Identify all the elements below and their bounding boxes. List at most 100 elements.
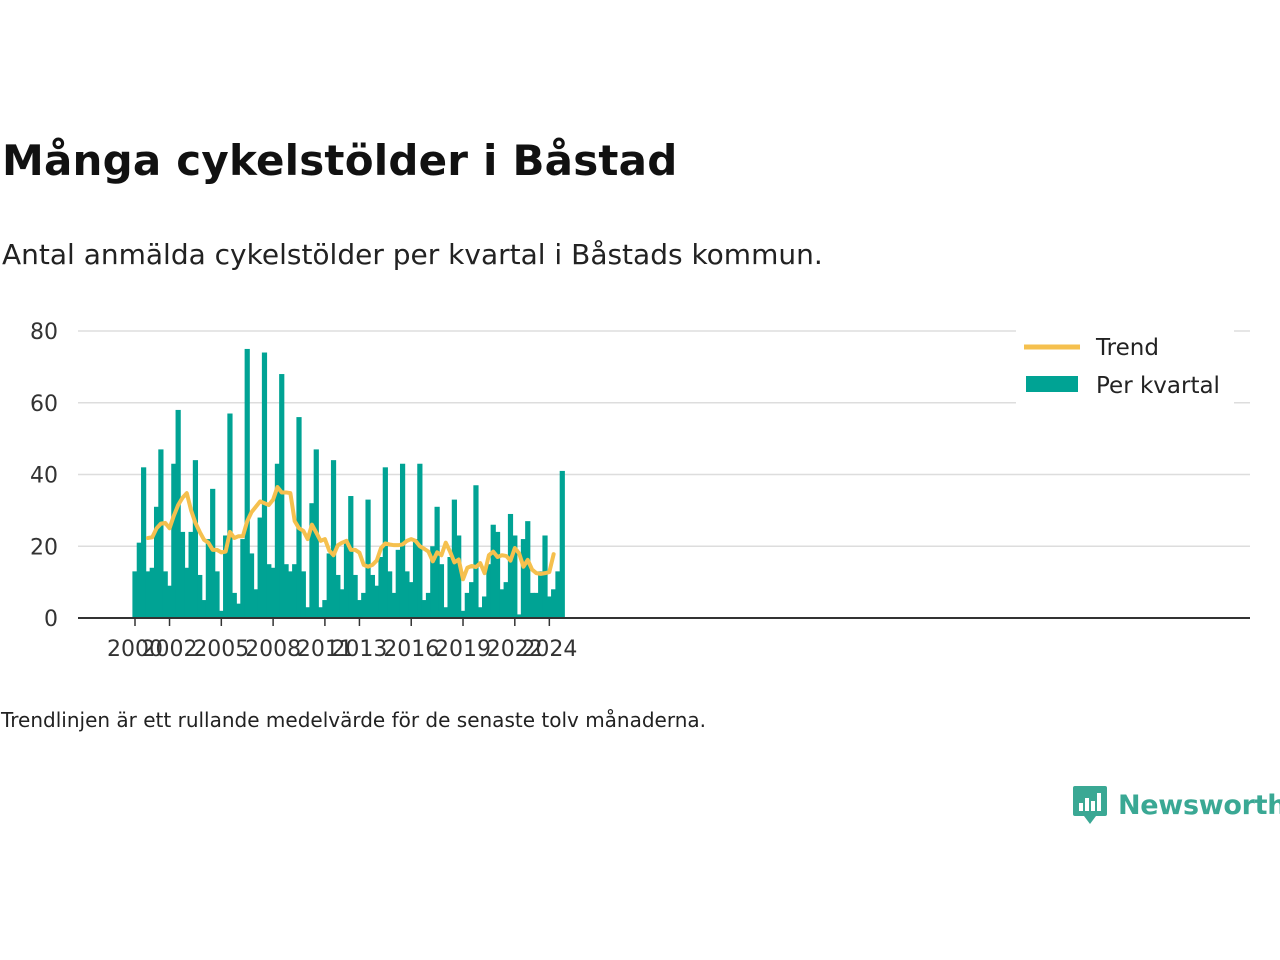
bar-2018-Q4 [456, 535, 462, 618]
x-tick-label-2002: 2002 [142, 637, 198, 662]
bar-2018-Q1 [443, 607, 449, 618]
bar-2002-Q4 [179, 531, 186, 618]
bar-2002-Q2 [171, 463, 177, 618]
bar-2023-Q2 [533, 592, 539, 618]
bar-2003-Q1 [184, 567, 190, 618]
bar-2020-Q2 [482, 596, 488, 618]
bar-2014-Q4 [387, 571, 393, 618]
brand-logo: Newsworthy [1072, 784, 1280, 826]
bar-line-chart: 0 20 40 60 80 2000200220052008201120132016201… [30, 320, 1250, 662]
bar-2022-Q1 [512, 535, 518, 618]
bar-2005-Q2 [223, 535, 229, 618]
bar-2007-Q1 [253, 589, 259, 618]
bar-2009-Q4 [300, 571, 306, 618]
bar-2007-Q2 [257, 517, 263, 618]
bar-2022-Q4 [525, 521, 531, 618]
bar-2001-Q4 [162, 571, 168, 618]
bar-2010-Q1 [305, 607, 311, 618]
bar-2013-Q2 [361, 592, 367, 618]
bar-2000-Q1 [132, 571, 138, 618]
bar-2017-Q2 [430, 546, 436, 618]
bar-2021-Q4 [507, 513, 514, 618]
bar-2006-Q1 [235, 603, 242, 618]
bar-2008-Q3 [279, 374, 285, 618]
bar-2021-Q2 [499, 589, 505, 618]
bar-2006-Q2 [240, 539, 246, 618]
line-series-trend [145, 485, 556, 582]
bar-2017-Q3 [434, 506, 440, 618]
bar-2008-Q2 [274, 463, 281, 618]
bar-series-per-kvartal [132, 348, 565, 619]
bar-2022-Q3 [520, 539, 527, 618]
bar-2012-Q2 [343, 542, 350, 618]
chart-subtitle: Antal anmälda cykelstölder per kvartal i… [2, 238, 823, 271]
bar-2015-Q2 [395, 549, 401, 618]
newsworthy-logo-icon [1073, 786, 1107, 824]
bar-2001-Q1 [149, 567, 155, 618]
bar-2013-Q3 [365, 499, 371, 618]
bar-2020-Q4 [490, 524, 496, 618]
bar-2004-Q2 [205, 539, 211, 618]
bar-2001-Q2 [153, 506, 160, 618]
trend-line [145, 485, 556, 582]
legend-swatch-per-kvartal [1026, 376, 1078, 392]
bar-2012-Q3 [348, 496, 354, 618]
footnote: Trendlinjen är ett rullande medelvärde f… [1, 708, 707, 732]
bar-2012-Q4 [352, 574, 358, 618]
legend: Trend Per kvartal [1016, 326, 1234, 404]
bar-2001-Q3 [158, 449, 164, 618]
bar-2005-Q4 [231, 592, 237, 618]
bar-2003-Q2 [188, 531, 194, 618]
bar-2000-Q3 [141, 467, 147, 618]
bar-2019-Q2 [464, 592, 470, 618]
chart-title: Många cykelstölder i Båstad [2, 136, 678, 185]
bar-2003-Q4 [197, 574, 203, 618]
x-tick-label-2024: 2024 [521, 637, 577, 662]
bar-2016-Q4 [421, 600, 427, 618]
y-tick-label-20: 20 [30, 535, 58, 560]
bar-2011-Q3 [330, 460, 337, 618]
bar-2016-Q1 [408, 582, 414, 619]
bar-2009-Q1 [287, 571, 293, 618]
x-tick-label-2013: 2013 [331, 637, 387, 662]
x-tick-label-2000: 2000 [107, 637, 163, 662]
bar-2016-Q3 [417, 463, 423, 618]
bar-2004-Q3 [210, 488, 216, 618]
bar-2018-Q2 [447, 557, 453, 618]
y-tick-label-60: 60 [30, 392, 58, 417]
bar-2009-Q3 [296, 417, 302, 618]
bar-2006-Q3 [244, 348, 250, 618]
bar-2019-Q1 [460, 610, 466, 618]
bar-2010-Q2 [309, 503, 315, 618]
bar-2011-Q1 [322, 600, 328, 618]
bar-2019-Q3 [469, 582, 475, 619]
bar-2000-Q2 [136, 542, 142, 618]
bar-2005-Q1 [218, 610, 224, 618]
bar-2019-Q4 [473, 485, 479, 618]
bar-2003-Q3 [192, 460, 199, 618]
bar-2024-Q1 [546, 596, 552, 618]
bar-2005-Q3 [227, 413, 233, 618]
bar-2020-Q3 [486, 564, 492, 618]
brand-name: Newsworthy [1118, 789, 1280, 821]
axes: 0 20 40 60 80 2000200220052008201120132016201… [30, 320, 1250, 662]
bar-2017-Q1 [425, 592, 432, 618]
bar-2011-Q2 [326, 553, 332, 618]
bar-2015-Q1 [391, 592, 397, 618]
bar-2008-Q1 [270, 567, 276, 618]
bar-2023-Q3 [538, 571, 544, 618]
bar-2013-Q1 [356, 600, 363, 618]
y-tick-label-0: 0 [44, 607, 58, 632]
x-tick-label-2005: 2005 [193, 637, 249, 662]
bar-2024-Q3 [555, 571, 561, 618]
x-tick-label-2016: 2016 [383, 637, 439, 662]
y-tick-label-40: 40 [30, 464, 58, 489]
bar-2022-Q2 [516, 614, 522, 618]
bar-2004-Q4 [214, 571, 220, 618]
bar-2000-Q4 [145, 571, 151, 618]
bar-2004-Q1 [201, 600, 207, 618]
bar-2009-Q2 [292, 564, 298, 618]
bar-2017-Q4 [438, 564, 445, 618]
bar-2010-Q4 [317, 607, 324, 618]
bar-2021-Q3 [503, 582, 509, 619]
